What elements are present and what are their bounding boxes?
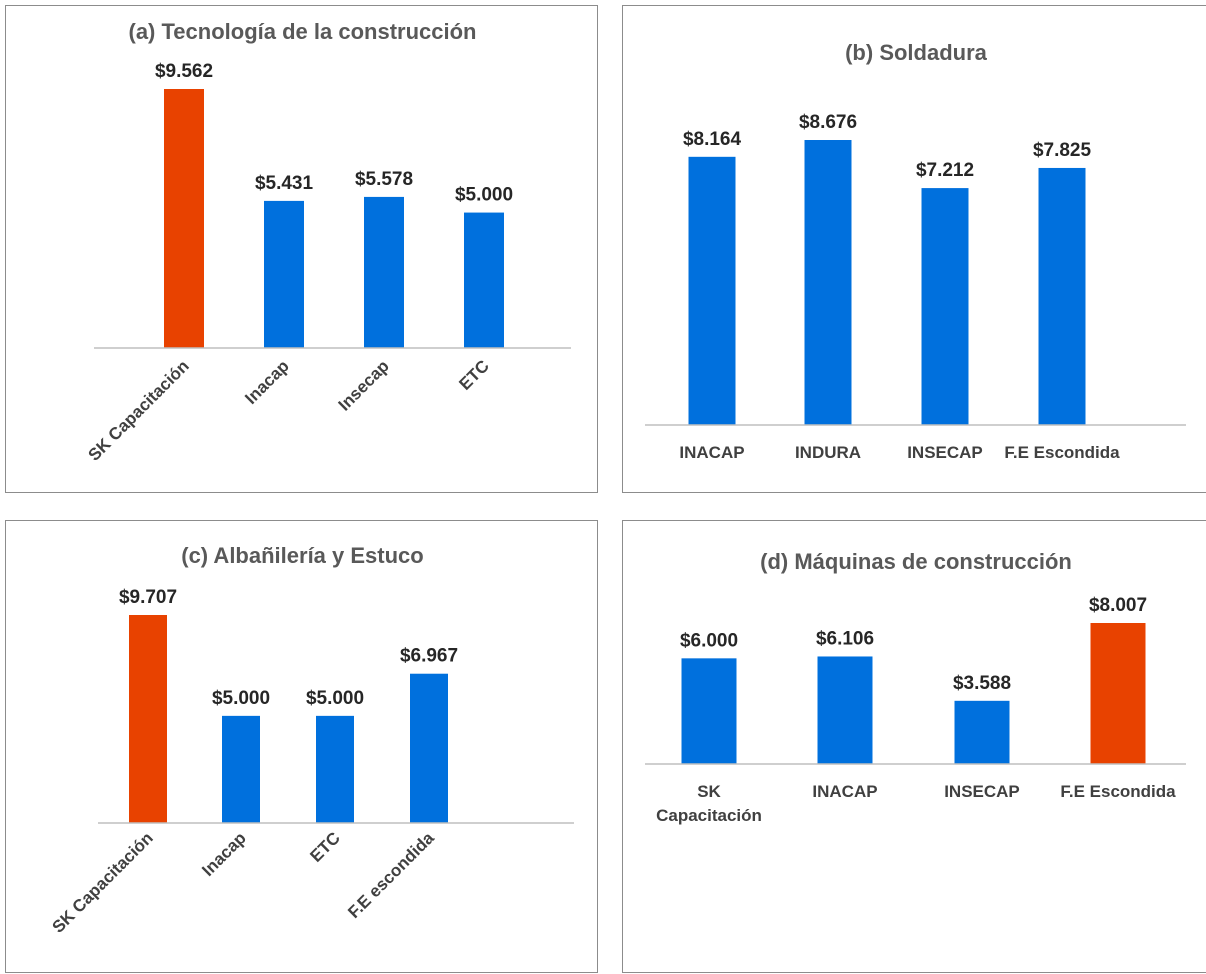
chart-panel-a: (a) Tecnología de la construcción $9.562 $… bbox=[5, 5, 598, 493]
chart-b-category-4: F.E Escondida bbox=[1004, 443, 1120, 462]
chart-b-bar-2 bbox=[804, 140, 852, 425]
chart-b-value-label-2: $8.676 bbox=[799, 112, 857, 133]
chart-c-value-label-1: $9.707 bbox=[119, 587, 177, 608]
chart-a-category-4: ETC bbox=[455, 356, 492, 393]
chart-panel-b: (b) Soldadura $8.164 $8.676 $7.212 $7.825 INA… bbox=[622, 5, 1206, 493]
chart-a-category-1: SK Capacitación bbox=[85, 356, 193, 464]
chart-d-value-label-4: $8.007 bbox=[1089, 595, 1147, 616]
chart-b-category-2: INDURA bbox=[795, 443, 861, 462]
chart-d-category-3: INSECAP bbox=[944, 782, 1020, 801]
chart-d-category-1-line-2: Capacitación bbox=[656, 806, 762, 825]
chart-a-bar-3 bbox=[364, 196, 404, 348]
chart-d-value-label-3: $3.588 bbox=[953, 673, 1011, 694]
chart-d-category-1-line-1: SK bbox=[697, 782, 721, 801]
chart-d-svg: (d) Máquinas de construcción $6.000 $6.106… bbox=[645, 549, 1186, 825]
chart-d-value-label-1: $6.000 bbox=[680, 630, 738, 651]
chart-b-bar-3 bbox=[921, 188, 969, 425]
chart-b-category-1: INACAP bbox=[679, 443, 744, 462]
chart-c-value-label-3: $5.000 bbox=[306, 688, 364, 709]
chart-a-value-label-1: $9.562 bbox=[155, 61, 213, 82]
chart-b-value-label-1: $8.164 bbox=[683, 129, 742, 150]
chart-c-bar-4 bbox=[410, 673, 448, 823]
chart-a-value-label-3: $5.578 bbox=[355, 169, 413, 190]
chart-d-value-label-2: $6.106 bbox=[816, 628, 874, 649]
chart-a-bar-2 bbox=[264, 200, 304, 348]
chart-b-value-label-4: $7.825 bbox=[1033, 140, 1092, 161]
chart-c-bar-1 bbox=[129, 615, 167, 823]
chart-c-value-label-2: $5.000 bbox=[212, 688, 270, 709]
chart-d-bar-3 bbox=[954, 700, 1010, 764]
chart-c-category-1: SK Capacitación bbox=[49, 828, 157, 936]
chart-a-category-3: Insecap bbox=[335, 356, 393, 414]
chart-b-title: (b) Soldadura bbox=[845, 40, 988, 65]
chart-b-category-3: INSECAP bbox=[907, 443, 983, 462]
chart-c-bar-3 bbox=[316, 715, 354, 823]
chart-c-category-3: ETC bbox=[306, 828, 343, 865]
chart-b-bar-1 bbox=[688, 156, 736, 425]
chart-c-title: (c) Albañilería y Estuco bbox=[181, 543, 423, 568]
chart-a-svg: (a) Tecnología de la construcción $9.562 $… bbox=[85, 19, 571, 465]
chart-panel-d: (d) Máquinas de construcción $6.000 $6.106… bbox=[622, 520, 1206, 973]
chart-a-bar-1 bbox=[164, 89, 204, 348]
chart-d-category-2: INACAP bbox=[812, 782, 877, 801]
chart-c-value-label-4: $6.967 bbox=[400, 646, 458, 667]
chart-d-bar-1 bbox=[681, 658, 737, 764]
chart-c-category-4: F.E escondida bbox=[344, 828, 438, 922]
chart-b-bar-4 bbox=[1038, 167, 1086, 425]
chart-c-bar-2 bbox=[222, 715, 260, 823]
chart-c-category-2: Inacap bbox=[198, 828, 250, 880]
chart-d-bar-4 bbox=[1090, 623, 1146, 764]
chart-d-title: (d) Máquinas de construcción bbox=[760, 549, 1072, 574]
chart-d-category-1: SK Capacitación bbox=[656, 782, 762, 825]
chart-a-value-label-4: $5.000 bbox=[455, 185, 513, 206]
chart-a-value-label-2: $5.431 bbox=[255, 173, 314, 194]
chart-d-bar-2 bbox=[817, 656, 873, 764]
chart-a-category-2: Inacap bbox=[241, 356, 293, 408]
chart-panel-c: (c) Albañilería y Estuco $9.707 $5.000 $5.0… bbox=[5, 520, 598, 973]
chart-d-category-4: F.E Escondida bbox=[1060, 782, 1176, 801]
chart-a-title: (a) Tecnología de la construcción bbox=[129, 19, 477, 44]
chart-c-svg: (c) Albañilería y Estuco$9.707 $5.000 $5.0… bbox=[49, 543, 574, 937]
chart-b-svg: (b) Soldadura $8.164 $8.676 $7.212 $7.825 INA… bbox=[645, 40, 1186, 462]
chart-a-bar-4 bbox=[464, 212, 504, 348]
chart-b-value-label-3: $7.212 bbox=[916, 160, 974, 181]
